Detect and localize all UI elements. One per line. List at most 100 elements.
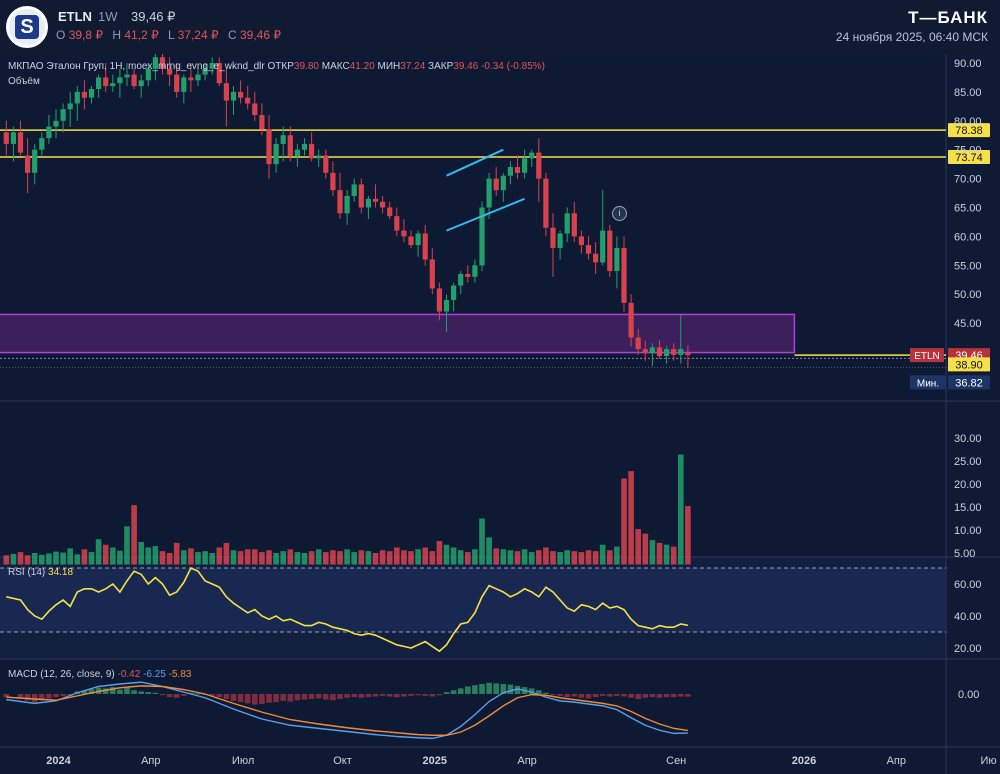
macd-histogram-bar <box>110 687 116 694</box>
volume-bar <box>571 551 578 565</box>
volume-tick-label: 20.00 <box>954 479 982 491</box>
legend-high-value: 41.20 <box>349 61 375 72</box>
macd-histogram-bar <box>301 694 308 700</box>
volume-bar <box>88 552 95 565</box>
macd-histogram-bar <box>124 687 130 694</box>
candle-body <box>671 349 677 355</box>
macd-histogram-bar <box>308 694 315 699</box>
macd-histogram-bar <box>649 694 656 698</box>
volume-bar <box>621 478 627 565</box>
event-info-icon[interactable]: i <box>612 206 627 221</box>
volume-bar <box>195 552 201 565</box>
volume-bar <box>543 547 549 565</box>
candle-body <box>443 299 450 312</box>
candle-body <box>422 233 428 260</box>
price-axis-panel <box>946 54 1000 774</box>
candle-body <box>309 143 315 159</box>
trend-channel-line <box>446 148 504 177</box>
candle-body <box>394 216 400 231</box>
candle-body <box>3 132 9 144</box>
min-title-badge <box>910 375 946 390</box>
min-price-label: 36.82 <box>955 377 983 389</box>
candle-body <box>230 91 237 101</box>
macd-histogram-bar <box>486 682 492 694</box>
volume-bar <box>294 552 301 565</box>
candle-body <box>607 230 613 272</box>
volume-bar <box>344 549 350 565</box>
high-value: 41,2 ₽ <box>124 28 159 42</box>
ticker-badge-label: ETLN <box>914 351 940 362</box>
time-axis-label: 2026 <box>792 755 816 767</box>
rsi-tick-label: 20.00 <box>954 643 982 655</box>
low-value: 37,24 ₽ <box>177 28 219 42</box>
candle-body <box>380 201 386 208</box>
volume-bar <box>188 548 194 565</box>
macd-histogram-bar <box>230 694 237 701</box>
candle-body <box>110 83 116 87</box>
price-chart[interactable]: 78.38 73.74 90.00 85.00 80.00 75.00 70.00 65.00… <box>0 54 1000 774</box>
volume-bar <box>429 551 436 565</box>
ticker-symbol[interactable]: ETLN <box>58 9 92 24</box>
min-price-badge <box>948 375 990 390</box>
time-axis-label: Апр <box>141 755 160 767</box>
macd-histogram-bar <box>436 694 443 696</box>
volume-bar <box>209 553 215 565</box>
candle-body <box>514 167 521 173</box>
candle-body <box>564 213 570 234</box>
candle-body <box>10 132 16 144</box>
macd-histogram-bar <box>564 694 570 698</box>
macd-histogram-bar <box>663 694 670 698</box>
macd-histogram-bar <box>607 694 613 697</box>
candle-body <box>543 178 549 228</box>
candle-body <box>223 83 229 101</box>
macd-histogram-bar <box>599 694 606 696</box>
volume-bar <box>401 550 407 565</box>
candle-body <box>259 115 265 130</box>
candle-body <box>46 126 52 139</box>
chart-header: S ETLN 1W 39,46 ₽ O 39,8 ₽ H 41,2 ₽ L 37… <box>0 0 1000 54</box>
macd-histogram-bar <box>372 694 379 697</box>
time-axis-label: 2024 <box>46 755 71 767</box>
macd-histogram-bar <box>408 694 414 696</box>
candle-body <box>287 135 293 157</box>
volume-bar <box>379 550 386 565</box>
macd-histogram-bar <box>259 694 265 704</box>
macd-histogram-bar <box>39 694 45 701</box>
high-label: H <box>112 28 122 42</box>
volume-bar <box>315 549 322 565</box>
macd-legend: MACD (12, 26, close, 9) -0.42 -6.25 -5.8… <box>8 669 191 680</box>
macd-histogram-bar <box>159 694 166 696</box>
candle-body <box>678 349 684 355</box>
volume-bar <box>280 551 286 565</box>
macd-histogram-bar <box>358 694 365 698</box>
volume-bar <box>628 471 634 565</box>
volume-bar <box>472 549 478 565</box>
candle-body <box>25 155 31 173</box>
candle-body <box>493 178 499 191</box>
macd-histogram-bar <box>543 692 549 694</box>
candle-body <box>642 349 648 354</box>
volume-bar <box>592 551 599 565</box>
volume-bar <box>181 550 187 565</box>
candle-body <box>351 184 357 196</box>
macd-histogram-bar <box>628 694 634 698</box>
candle-body <box>138 80 144 87</box>
volume-bar <box>550 551 556 565</box>
macd-histogram-bar <box>379 694 386 696</box>
macd-histogram-bar <box>266 694 272 703</box>
volume-bar <box>386 551 393 565</box>
macd-histogram-bar <box>457 688 464 694</box>
volume-bar <box>365 551 372 565</box>
macd-signal-line <box>6 685 689 736</box>
volume-tick-label: 5.00 <box>954 548 975 560</box>
macd-histogram-bar <box>166 694 173 698</box>
volume-bar <box>46 553 52 565</box>
candle-body <box>81 91 87 98</box>
volume-bar <box>607 550 613 565</box>
macd-histogram-bar <box>344 694 350 698</box>
candle-body <box>316 155 322 159</box>
etalon-logo-icon[interactable]: S <box>6 6 48 48</box>
timeframe-label[interactable]: 1W <box>98 9 118 24</box>
candle-body <box>273 143 279 165</box>
volume-bar <box>81 549 88 565</box>
